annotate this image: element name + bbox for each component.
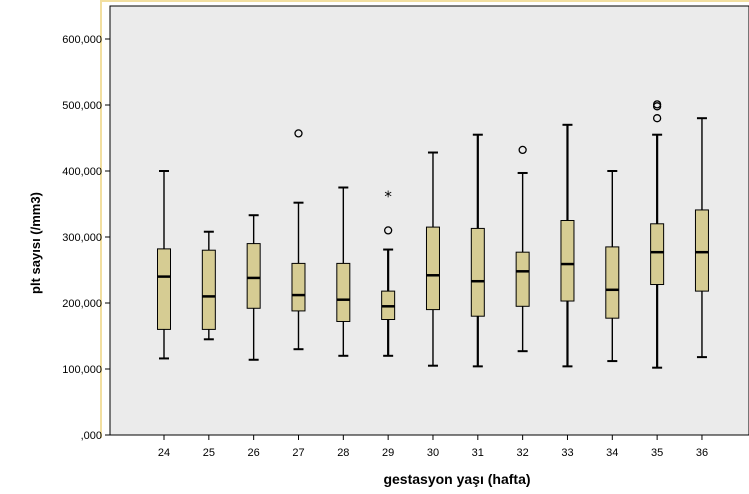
box-25 <box>201 230 216 341</box>
y-axis-title: plt sayısı (/mm3) <box>28 192 43 294</box>
x-tick-label: 24 <box>158 447 170 459</box>
x-tick-label: 30 <box>427 447 439 459</box>
x-tick-label: 36 <box>696 447 708 459</box>
y-tick-label: 500,000 <box>62 100 102 112</box>
box-28 <box>336 186 351 357</box>
x-tick-label: 33 <box>561 447 573 459</box>
x-tick-label: 29 <box>382 447 394 459</box>
x-tick-label: 27 <box>292 447 304 459</box>
y-tick-label: 300,000 <box>62 232 102 244</box>
box-iqr <box>291 262 306 312</box>
y-tick-label: 600,000 <box>62 34 102 46</box>
box-35 <box>650 100 665 369</box>
outlier-point <box>294 129 303 138</box>
chart-frame <box>100 0 749 438</box>
box-36 <box>694 117 709 359</box>
x-tick-label: 34 <box>606 447 618 459</box>
x-tick-label: 28 <box>337 447 349 459</box>
x-tick-label: 26 <box>248 447 260 459</box>
box-31 <box>470 133 485 368</box>
box-33 <box>560 123 575 368</box>
y-tick-label: 100,000 <box>62 364 102 376</box>
box-27 <box>291 129 306 351</box>
box-iqr <box>650 223 665 286</box>
box-32 <box>515 145 530 353</box>
x-tick-label: 31 <box>472 447 484 459</box>
x-tick-label: 35 <box>651 447 663 459</box>
box-iqr <box>560 220 575 302</box>
box-30 <box>425 151 440 367</box>
box-34 <box>605 170 620 363</box>
outlier-point <box>518 145 527 155</box>
box-iqr <box>246 243 261 309</box>
plot-area <box>109 5 749 436</box>
extreme-point: * <box>384 187 392 205</box>
box-iqr <box>694 209 709 292</box>
x-axis-title: gestasyon yaşı (hafta) <box>383 471 530 487</box>
outlier-point <box>652 114 662 123</box>
outlier-point <box>652 100 662 109</box>
box-series: * <box>157 100 709 369</box>
y-axis-ticks: ,000 100,000 200,000 300,000 400,000 500,000 6… <box>62 34 110 442</box>
box-iqr <box>201 249 216 330</box>
box-iqr <box>515 251 530 307</box>
box-29: * <box>381 187 396 357</box>
box-iqr <box>425 226 440 311</box>
box-iqr <box>157 248 171 330</box>
box-iqr <box>336 262 351 322</box>
box-24 <box>157 170 171 360</box>
x-tick-label: 32 <box>517 447 529 459</box>
box-iqr <box>605 246 620 319</box>
y-tick-label: 200,000 <box>62 298 102 310</box>
y-tick-label: ,000 <box>81 430 102 442</box>
outlier-point <box>383 226 393 235</box>
box-26 <box>246 214 261 361</box>
y-tick-label: 400,000 <box>62 166 102 178</box>
x-axis-ticks: 24 25 26 27 28 29 30 31 32 33 34 35 36 <box>158 435 708 459</box>
box-iqr <box>470 227 485 317</box>
x-tick-label: 25 <box>203 447 215 459</box>
